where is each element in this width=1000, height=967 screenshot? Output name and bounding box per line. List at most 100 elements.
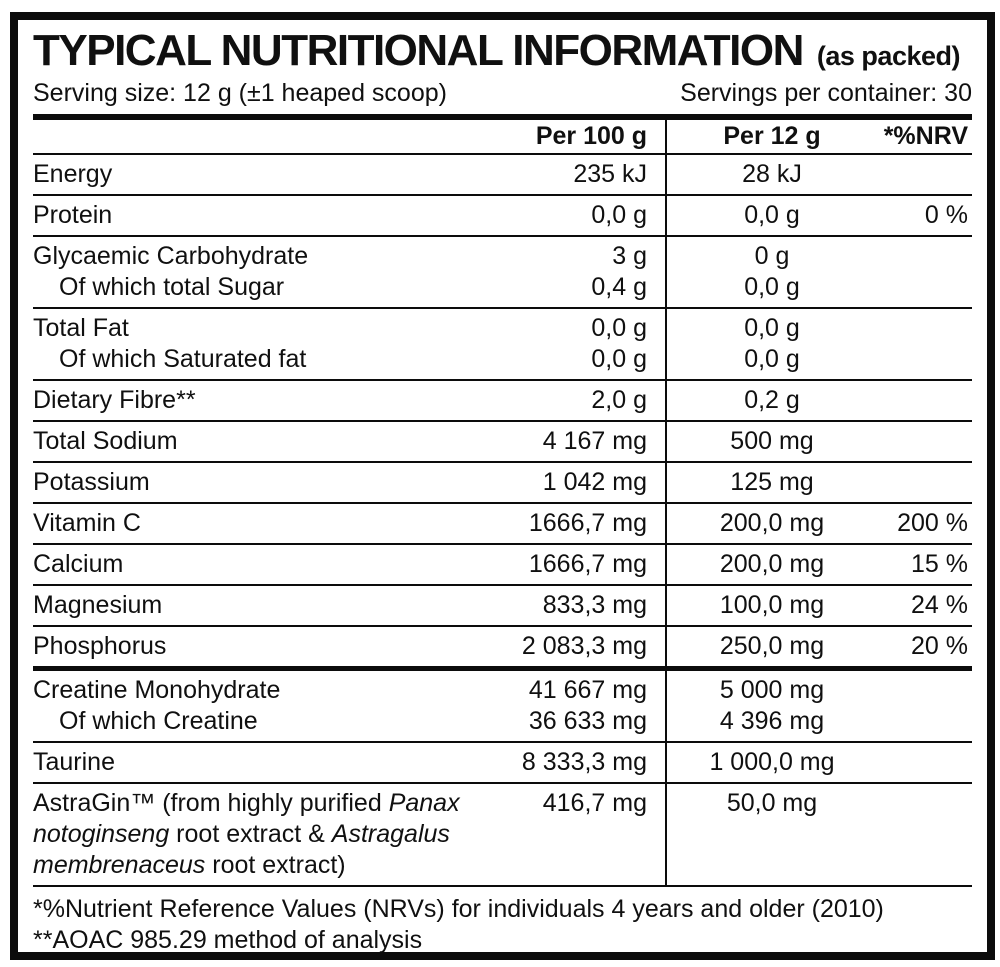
nrv-cell	[877, 784, 972, 885]
per-12g-cell: 0,2 g	[667, 381, 877, 420]
per-12g-cell: 200,0 mg	[667, 545, 877, 584]
footnotes: *%Nutrient Reference Values (NRVs) for i…	[33, 894, 972, 952]
nutrient-name: Of which total Sugar	[59, 273, 285, 301]
nutrient-name-cell: Taurine	[33, 743, 467, 782]
nutrient-name-cell: Creatine Monohydrate Of which Creatine	[33, 671, 467, 741]
table-row: Taurine 8 333,3 mg 1 000,0 mg	[33, 743, 972, 784]
header-spacer	[33, 120, 467, 153]
per-100g-value: 2 083,3 mg	[521, 632, 647, 660]
nrv-cell: 15 %	[877, 545, 972, 584]
per-100g-value: 1666,7 mg	[528, 550, 647, 578]
nrv-cell	[877, 743, 972, 782]
per-100g-value: 0,4 g	[591, 273, 647, 301]
table-rows: Energy 235 kJ 28 kJ Protein 0,0 g 0,0 g 0 % Gly…	[33, 155, 972, 887]
column-header-per-100g: Per 100 g	[467, 120, 667, 153]
per-12g-value: 4 396 mg	[719, 707, 825, 735]
table-row: Total Sodium 4 167 mg 500 mg	[33, 422, 972, 463]
per-12g-value: 5 000 mg	[719, 676, 825, 704]
per-100g-cell: 1666,7 mg	[467, 504, 667, 543]
per-12g-value: 0,0 g	[744, 201, 800, 229]
nrv-cell: 20 %	[877, 627, 972, 666]
nrv-cell	[877, 463, 972, 502]
per-100g-value: 416,7 mg	[542, 789, 647, 817]
per-100g-value: 2,0 g	[591, 386, 647, 414]
per-12g-value: 50,0 mg	[726, 789, 818, 817]
nutrient-name: Phosphorus	[33, 632, 167, 660]
per-100g-value: 235 kJ	[573, 160, 647, 188]
page-title: TYPICAL NUTRITIONAL INFORMATION	[33, 26, 804, 75]
nutrient-name-cell: Energy	[33, 155, 467, 194]
per-100g-cell: 1 042 mg	[467, 463, 667, 502]
per-12g-cell: 0,0 g	[667, 196, 877, 235]
per-12g-cell: 28 kJ	[667, 155, 877, 194]
table-row: Protein 0,0 g 0,0 g 0 %	[33, 196, 972, 237]
nutrient-name-cell: Total Sodium	[33, 422, 467, 461]
nrv-cell	[877, 155, 972, 194]
nutrient-name-cell: Vitamin C	[33, 504, 467, 543]
table-row: Vitamin C 1666,7 mg 200,0 mg 200 %	[33, 504, 972, 545]
serving-size-text: Serving size: 12 g (±1 heaped scoop)	[33, 79, 447, 107]
nutrition-table: Per 100 g Per 12 g *%NRV Energy 235 kJ 28 …	[33, 114, 972, 887]
per-100g-value: 0,0 g	[591, 201, 647, 229]
per-12g-cell: 0,0 g 0,0 g	[667, 309, 877, 379]
per-12g-value: 0,0 g	[744, 314, 800, 342]
per-12g-value: 500 mg	[730, 427, 814, 455]
per-12g-cell: 250,0 mg	[667, 627, 877, 666]
nrv-cell: 200 %	[877, 504, 972, 543]
nutrient-name: Vitamin C	[33, 509, 141, 537]
per-12g-value: 0,0 g	[744, 345, 800, 373]
per-100g-value: 0,0 g	[591, 314, 647, 342]
nrv-cell	[877, 237, 972, 307]
nrv-cell	[877, 671, 972, 741]
per-12g-cell: 100,0 mg	[667, 586, 877, 625]
nrv-cell	[877, 309, 972, 379]
nutrient-name: Taurine	[33, 748, 115, 776]
table-row: Energy 235 kJ 28 kJ	[33, 155, 972, 196]
nutrient-name: Dietary Fibre**	[33, 386, 196, 414]
per-100g-value: 3 g	[612, 242, 647, 270]
table-row: Total Fat Of which Saturated fat 0,0 g 0,0 …	[33, 309, 972, 381]
table-row: Magnesium 833,3 mg 100,0 mg 24 %	[33, 586, 972, 627]
per-12g-value: 1 000,0 mg	[709, 748, 835, 776]
nrv-cell: 24 %	[877, 586, 972, 625]
serving-info-row: Serving size: 12 g (±1 heaped scoop) Ser…	[33, 78, 972, 108]
table-row: Calcium 1666,7 mg 200,0 mg 15 %	[33, 545, 972, 586]
per-100g-cell: 235 kJ	[467, 155, 667, 194]
table-row: AstraGin™ (from highly purified Panax not…	[33, 784, 972, 887]
panel-header: TYPICAL NUTRITIONAL INFORMATION (as pack…	[33, 25, 972, 77]
nutrient-name: Of which Saturated fat	[59, 345, 307, 373]
per-100g-value: 4 167 mg	[542, 427, 647, 455]
nrv-cell: 0 %	[877, 196, 972, 235]
per-12g-cell: 125 mg	[667, 463, 877, 502]
nutrient-name-cell: Magnesium	[33, 586, 467, 625]
nutrient-name-cell: Glycaemic Carbohydrate Of which total Sug…	[33, 237, 467, 307]
nutrient-name: Potassium	[33, 468, 150, 496]
nutrient-name-cell: AstraGin™ (from highly purified Panax not…	[33, 784, 467, 885]
nutrient-name-cell: Potassium	[33, 463, 467, 502]
table-row: Glycaemic Carbohydrate Of which total Sug…	[33, 237, 972, 309]
per-12g-value: 125 mg	[730, 468, 814, 496]
nutrient-name-cell: Total Fat Of which Saturated fat	[33, 309, 467, 379]
nrv-cell	[877, 422, 972, 461]
per-100g-cell: 0,0 g 0,0 g	[467, 309, 667, 379]
per-12g-cell: 500 mg	[667, 422, 877, 461]
per-100g-value: 41 667 mg	[528, 676, 647, 704]
per-12g-cell: 0 g 0,0 g	[667, 237, 877, 307]
nutrient-name: Total Fat	[33, 314, 129, 342]
nutrient-name: membrenaceus root extract)	[33, 851, 346, 879]
per-12g-value: 200,0 mg	[719, 509, 825, 537]
nrv-value: 20 %	[911, 632, 968, 660]
per-12g-cell: 1 000,0 mg	[667, 743, 877, 782]
per-12g-value: 200,0 mg	[719, 550, 825, 578]
servings-per-container-text: Servings per container: 30	[680, 79, 972, 107]
column-header-nrv: *%NRV	[883, 122, 968, 150]
nutrient-name-cell: Dietary Fibre**	[33, 381, 467, 420]
nutrient-name: Of which Creatine	[59, 707, 258, 735]
nrv-cell	[877, 381, 972, 420]
per-12g-cell: 50,0 mg	[667, 784, 877, 885]
per-100g-value: 1666,7 mg	[528, 509, 647, 537]
per-12g-value: 100,0 mg	[719, 591, 825, 619]
nutrient-name-cell: Protein	[33, 196, 467, 235]
per-100g-value: 8 333,3 mg	[521, 748, 647, 776]
nrv-value: 15 %	[911, 550, 968, 578]
